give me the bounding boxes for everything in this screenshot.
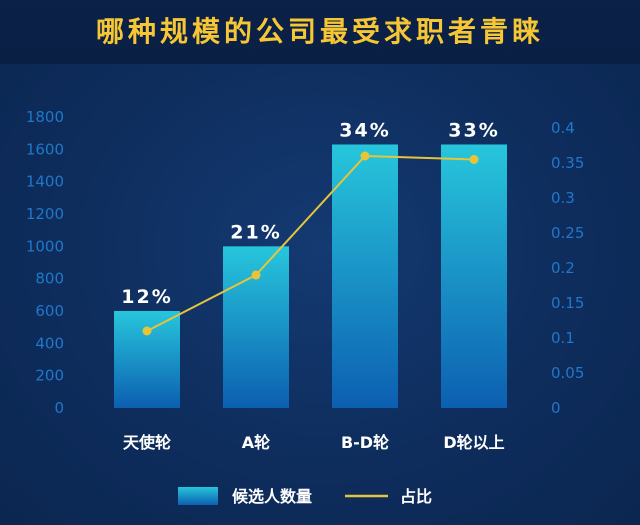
right-tick-label: 0.4 [551,119,575,137]
bar [114,311,180,408]
share-point [142,326,152,336]
share-point [469,155,479,164]
right-tick-label: 0.1 [551,329,575,347]
bar [332,144,398,408]
legend-bar-label: 候选人数量 [232,487,312,506]
data-label: 33% [448,119,499,141]
left-tick-label: 800 [35,270,64,288]
bar [441,144,507,408]
share-point [360,151,370,161]
category-axis: 天使轮 A轮 B-D轮 D轮以上 [123,433,505,452]
left-tick-label: 600 [35,302,64,320]
left-tick-label: 200 [35,367,64,385]
category-label: 天使轮 [123,433,171,452]
category-label: A轮 [242,433,270,452]
right-tick-label: 0.15 [551,294,584,312]
data-label: 34% [339,119,390,141]
share-point [251,270,261,280]
right-tick-label: 0.25 [551,224,584,242]
share-line [146,154,475,332]
category-label: D轮以上 [443,433,504,452]
right-tick-label: 0.35 [551,154,584,172]
left-tick-label: 1200 [26,205,64,223]
category-label: B-D轮 [341,433,389,452]
plot-background [0,64,640,525]
percent-labels: 12% 21% 34% 33% [121,119,499,308]
data-label: 12% [121,286,172,308]
left-tick-label: 0 [54,399,64,417]
left-tick-label: 1600 [26,140,64,158]
line-series [142,151,479,336]
right-tick-label: 0 [551,399,561,417]
title-bar [0,0,640,64]
data-label: 21% [230,221,281,243]
right-tick-label: 0.05 [551,364,584,382]
legend-bar-swatch [178,487,218,505]
legend: 候选人数量 占比 [178,487,432,506]
right-tick-label: 0.2 [551,259,575,277]
bar-series [114,144,507,408]
left-tick-label: 1000 [26,237,64,255]
legend-line-label: 占比 [400,487,432,506]
left-tick-label: 1400 [26,173,64,191]
left-axis: 0 200 400 600 800 1000 1200 1400 1600 1800 [26,108,64,417]
right-tick-label: 0.3 [551,189,575,207]
chart-title: 哪种规模的公司最受求职者青睐 [95,15,544,48]
right-axis: 0 0.05 0.1 0.15 0.2 0.25 0.3 0.35 0.4 [551,119,584,417]
left-tick-label: 1800 [26,108,64,126]
left-tick-label: 400 [35,334,64,352]
